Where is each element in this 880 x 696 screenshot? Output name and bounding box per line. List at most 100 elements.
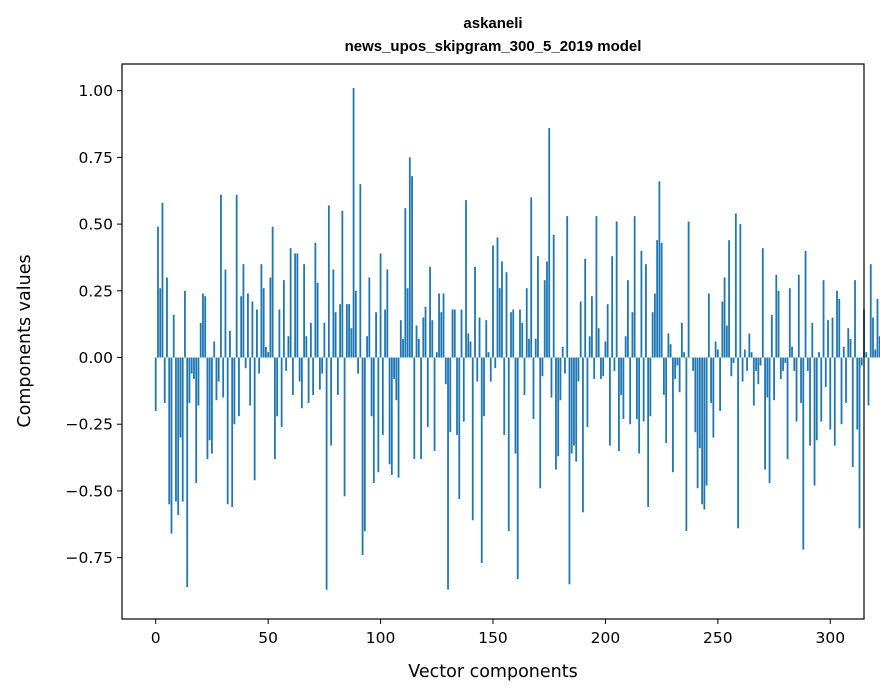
bar-component-245 [705, 357, 708, 486]
bar-component-194 [591, 296, 593, 358]
bar-component-193 [588, 336, 591, 358]
bar-component-275 [773, 357, 775, 401]
bar-component-217 [642, 357, 645, 422]
bar-component-219 [647, 357, 650, 507]
bar-component-135 [458, 357, 461, 499]
bar-component-204 [613, 357, 616, 371]
bar-component-165 [525, 288, 528, 358]
bar-component-30 [222, 357, 225, 398]
bar-component-85 [345, 304, 348, 358]
bar-component-215 [638, 357, 641, 454]
bar-component-107 [395, 357, 398, 401]
bar-component-179 [557, 357, 560, 457]
bar-component-133 [453, 309, 456, 358]
bar-component-264 [748, 333, 751, 358]
bar-component-33 [229, 330, 231, 358]
bar-component-221 [651, 312, 654, 358]
bar-component-151 [494, 357, 497, 369]
bar-component-3 [161, 202, 164, 358]
bar-component-239 [692, 357, 695, 371]
bar-component-259 [737, 357, 739, 529]
bar-component-174 [546, 261, 548, 358]
bar-component-260 [739, 224, 742, 358]
bar-component-191 [584, 258, 587, 358]
bar-component-220 [649, 357, 652, 417]
bar-component-34 [231, 357, 234, 507]
bar-component-22 [204, 296, 207, 358]
bar-component-163 [521, 322, 524, 358]
x-tick-label: 50 [258, 629, 278, 647]
bar-component-51 [269, 277, 272, 358]
bar-component-89 [354, 290, 357, 358]
bar-component-102 [384, 309, 386, 358]
bar-component-48 [262, 288, 265, 358]
bar-component-292 [811, 322, 814, 358]
bar-component-69 [309, 322, 312, 358]
bar-component-87 [350, 328, 353, 358]
bar-component-306 [842, 346, 845, 358]
y-axis: −0.75 −0.50 −0.25 0.00 0.25 0.50 0.75 1.00 [66, 82, 122, 567]
bar-component-288 [802, 357, 805, 550]
bar-component-318 [869, 264, 872, 358]
bar-component-189 [579, 301, 582, 358]
bar-component-54 [276, 357, 279, 417]
y-tick-label: −0.75 [66, 549, 114, 567]
bar-component-159 [512, 309, 515, 358]
bar-component-286 [797, 274, 800, 358]
bar-component-248 [712, 357, 715, 438]
bar-component-103 [386, 269, 389, 358]
bar-component-55 [278, 309, 281, 358]
bar-component-180 [559, 357, 562, 401]
bar-component-95 [368, 277, 371, 358]
bar-component-75 [323, 322, 326, 358]
bar-component-223 [656, 240, 659, 358]
bar-component-130 [447, 357, 449, 590]
x-tick-label: 200 [591, 629, 621, 647]
bar-component-98 [375, 312, 377, 358]
x-axis: 0 50 100 150 200 250 300 [151, 619, 845, 647]
bar-component-280 [784, 357, 787, 363]
bar-component-100 [379, 253, 382, 358]
bar-component-230 [671, 357, 674, 473]
bar-component-247 [710, 357, 712, 403]
bar-component-253 [723, 277, 726, 358]
bar-component-242 [698, 357, 701, 449]
bar-component-314 [860, 357, 863, 366]
bar-component-202 [609, 357, 611, 446]
bar-component-170 [537, 256, 539, 358]
bar-component-236 [685, 357, 688, 531]
bar-component-66 [303, 264, 306, 358]
bar-component-157 [507, 357, 510, 531]
bar-component-110 [402, 338, 404, 358]
bar-component-249 [714, 341, 717, 358]
bar-component-308 [847, 328, 850, 358]
bar-component-50 [267, 352, 270, 358]
bar-component-1 [157, 226, 159, 358]
bar-component-80 [334, 312, 337, 358]
bar-component-27 [215, 357, 218, 401]
y-tick-label: 0.00 [78, 349, 113, 367]
bar-component-301 [831, 317, 834, 358]
x-tick-label: 0 [151, 629, 161, 647]
bar-component-28 [217, 357, 220, 382]
bar-component-123 [431, 320, 434, 358]
bar-component-252 [721, 301, 724, 358]
bar-component-206 [618, 357, 620, 451]
bar-component-23 [206, 357, 209, 459]
bar-component-44 [253, 357, 256, 481]
chart-title-line1: askaneli [463, 15, 522, 32]
bar-component-105 [390, 357, 393, 475]
x-tick-label: 100 [366, 629, 396, 647]
bar-component-82 [339, 304, 341, 358]
bar-component-210 [627, 280, 629, 358]
bar-component-49 [265, 346, 267, 358]
bar-component-37 [238, 357, 240, 417]
bar-component-76 [325, 357, 328, 590]
bar-component-299 [827, 320, 829, 358]
bar-component-212 [631, 312, 634, 358]
bar-component-232 [676, 357, 679, 366]
bars-group [154, 88, 880, 590]
bar-component-147 [485, 320, 488, 358]
bar-component-36 [235, 194, 238, 358]
bar-component-320 [874, 349, 877, 358]
